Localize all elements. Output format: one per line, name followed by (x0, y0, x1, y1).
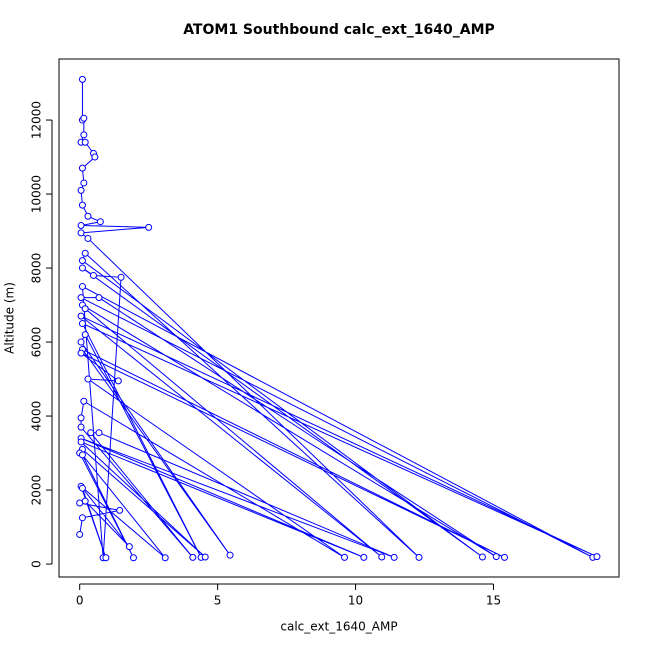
data-point (95, 294, 103, 302)
data-point (77, 349, 85, 357)
data-point (77, 229, 85, 237)
y-tick-label: 8000 (30, 253, 44, 284)
data-point (80, 131, 88, 139)
y-tick-label: 6000 (30, 327, 44, 358)
data-point (78, 484, 86, 492)
data-point (390, 553, 398, 561)
data-point (226, 551, 234, 559)
data-point (360, 553, 368, 561)
data-point (116, 506, 124, 514)
data-point (161, 554, 169, 562)
data-point (78, 257, 86, 265)
data-point (91, 153, 99, 161)
data-point (80, 114, 88, 122)
data-point (78, 451, 86, 459)
data-point (189, 553, 197, 561)
data-point (80, 179, 88, 187)
data-point (81, 305, 89, 313)
data-point (81, 331, 89, 339)
data-point (80, 397, 88, 405)
data-point (81, 249, 89, 257)
y-tick-label: 12000 (30, 101, 44, 139)
y-tick-label: 0 (30, 560, 44, 568)
data-point (78, 283, 86, 291)
data-point (78, 164, 86, 172)
data-point (102, 554, 110, 562)
data-point (78, 201, 86, 209)
data-point (341, 553, 349, 561)
data-point (77, 414, 85, 422)
data-point (201, 553, 209, 561)
chart-title: ATOM1 Southbound calc_ext_1640_AMP (183, 22, 495, 38)
y-tick-label: 4000 (30, 401, 44, 432)
plot-frame (58, 58, 620, 578)
data-point (77, 294, 85, 302)
data-point (76, 530, 84, 538)
data-point (77, 338, 85, 346)
data-point (378, 553, 386, 561)
x-tick-label: 10 (348, 594, 363, 608)
data-point (81, 138, 89, 146)
data-point (77, 312, 85, 320)
data-point (84, 234, 92, 242)
data-point (96, 218, 104, 226)
y-axis-label: Altitude (m) (3, 282, 17, 354)
data-point (478, 553, 486, 561)
data-point (95, 429, 103, 437)
data-point (76, 499, 84, 507)
data-point (84, 212, 92, 220)
data-point (501, 553, 509, 561)
data-point (89, 271, 97, 279)
x-axis-label: calc_ext_1640_AMP (280, 620, 397, 634)
data-point (492, 553, 500, 561)
y-tick-label: 2000 (30, 475, 44, 506)
data-point (87, 429, 95, 437)
data-point (77, 423, 85, 431)
data-point (125, 543, 133, 551)
x-tick-label: 5 (214, 594, 222, 608)
data-point (117, 273, 125, 281)
data-point (78, 514, 86, 522)
x-tick-label: 0 (76, 594, 84, 608)
data-point (78, 264, 86, 272)
data-point (84, 375, 92, 383)
data-point (77, 186, 85, 194)
data-point (415, 553, 423, 561)
data-point (593, 553, 601, 561)
data-point (145, 223, 153, 231)
data-point (78, 320, 86, 328)
data-point (77, 222, 85, 229)
data-point (78, 75, 86, 83)
y-tick-label: 10000 (30, 175, 44, 213)
data-point (77, 438, 85, 446)
data-line (77, 79, 598, 559)
x-tick-label: 15 (486, 594, 501, 608)
data-point (114, 377, 122, 385)
data-point (129, 554, 137, 562)
